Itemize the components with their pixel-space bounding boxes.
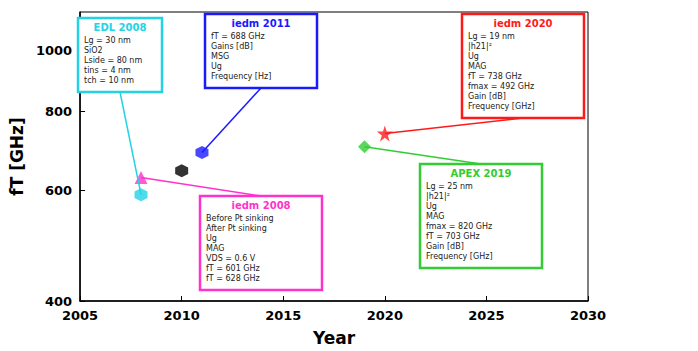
svg-text:2025: 2025	[468, 308, 504, 323]
svg-text:MAG: MAG	[468, 62, 486, 71]
svg-text:1000: 1000	[36, 43, 72, 58]
svg-text:fT [GHz]: fT [GHz]	[7, 117, 27, 196]
svg-text:Year: Year	[312, 328, 356, 348]
svg-text:2010: 2010	[164, 308, 200, 323]
svg-text:Gains [dB]: Gains [dB]	[211, 42, 253, 51]
svg-text:fmax = 492 GHz: fmax = 492 GHz	[468, 82, 534, 91]
svg-text:Ug: Ug	[206, 234, 217, 243]
svg-text:Lg = 19 nm: Lg = 19 nm	[468, 32, 515, 41]
svg-text:Ug: Ug	[426, 202, 437, 211]
svg-text:Lside = 80 nm: Lside = 80 nm	[84, 56, 142, 65]
svg-text:Frequency [GHz]: Frequency [GHz]	[426, 252, 493, 261]
svg-text:fmax = 820 GHz: fmax = 820 GHz	[426, 222, 492, 231]
svg-text:fT = 703 GHz: fT = 703 GHz	[426, 232, 480, 241]
svg-text:MAG: MAG	[206, 244, 224, 253]
svg-text:After Pt sinking: After Pt sinking	[206, 224, 267, 233]
svg-text:Ug: Ug	[211, 62, 222, 71]
svg-text:Gain [dB]: Gain [dB]	[468, 92, 506, 101]
svg-text:fT = 628 GHz: fT = 628 GHz	[206, 274, 260, 283]
svg-text:Before Pt sinking: Before Pt sinking	[206, 214, 274, 223]
svg-text:2020: 2020	[367, 308, 403, 323]
svg-text:Gain [dB]: Gain [dB]	[426, 242, 464, 251]
svg-text:Lg = 25 nm: Lg = 25 nm	[426, 182, 473, 191]
svg-text:800: 800	[45, 104, 72, 119]
svg-text:VDS = 0.6 V: VDS = 0.6 V	[206, 254, 256, 263]
svg-text:2030: 2030	[570, 308, 606, 323]
svg-text:iedm 2011: iedm 2011	[231, 18, 290, 29]
svg-text:iedm 2020: iedm 2020	[493, 18, 552, 29]
svg-text:|h21|²: |h21|²	[468, 42, 492, 51]
svg-text:iedm 2008: iedm 2008	[231, 200, 290, 211]
svg-text:SiO2: SiO2	[84, 46, 103, 55]
svg-text:fT = 738 GHz: fT = 738 GHz	[468, 72, 522, 81]
svg-text:APEX 2019: APEX 2019	[451, 168, 512, 179]
svg-text:EDL 2008: EDL 2008	[94, 22, 147, 33]
svg-text:2015: 2015	[265, 308, 301, 323]
svg-text:fT = 601 GHz: fT = 601 GHz	[206, 264, 260, 273]
svg-text:MAG: MAG	[426, 212, 444, 221]
svg-text:MSG: MSG	[211, 52, 229, 61]
svg-text:400: 400	[45, 294, 72, 309]
svg-text:Frequency [Hz]: Frequency [Hz]	[211, 72, 271, 81]
svg-text:Lg = 30 nm: Lg = 30 nm	[84, 36, 131, 45]
svg-text:600: 600	[45, 183, 72, 198]
svg-text:|h21|²: |h21|²	[426, 192, 450, 201]
svg-text:tins = 4 nm: tins = 4 nm	[84, 66, 131, 75]
svg-text:tch = 10 nm: tch = 10 nm	[84, 76, 134, 85]
svg-text:fT = 688 GHz: fT = 688 GHz	[211, 32, 265, 41]
svg-text:Ug: Ug	[468, 52, 479, 61]
svg-text:Frequency [GHz]: Frequency [GHz]	[468, 102, 535, 111]
svg-text:2005: 2005	[62, 308, 98, 323]
